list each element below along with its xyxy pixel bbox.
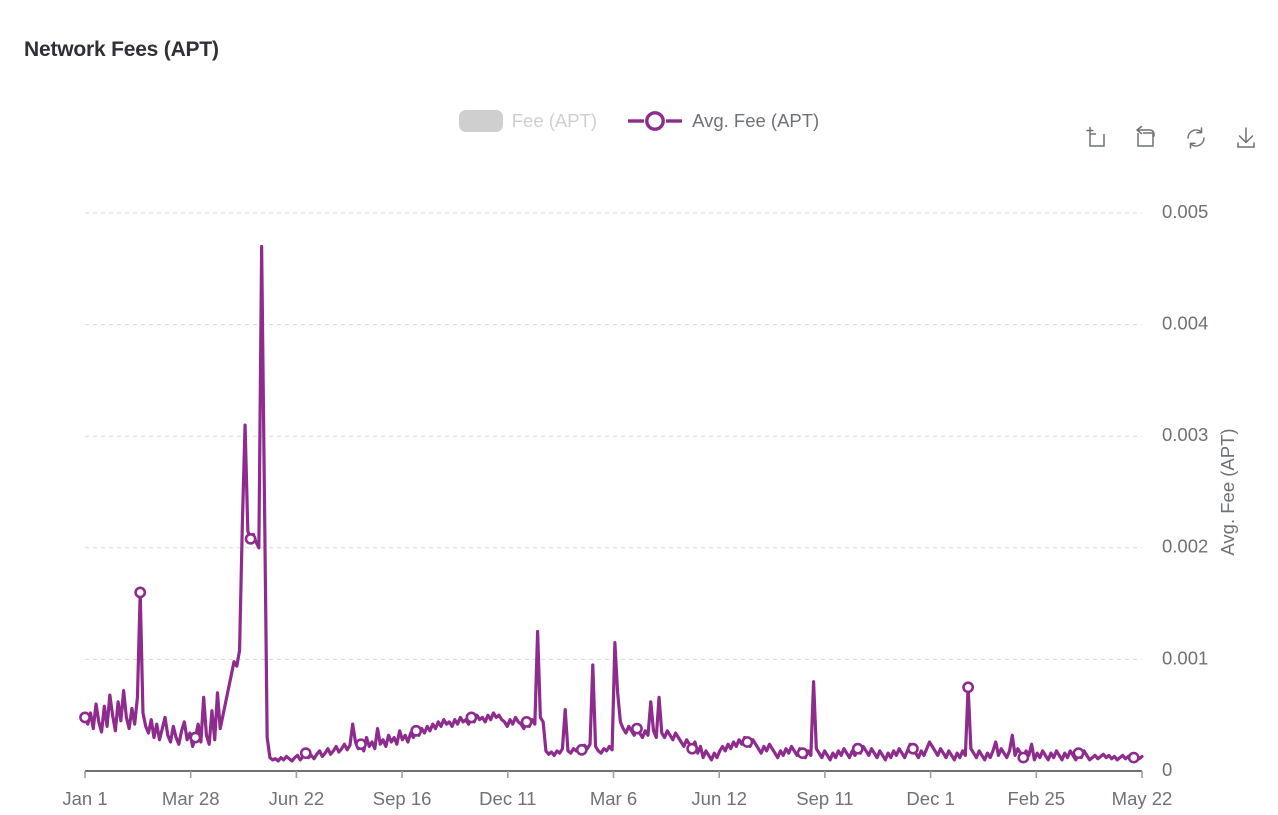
series-marker[interactable] bbox=[796, 747, 809, 760]
y-axis-tick-label: 0.001 bbox=[1162, 647, 1208, 668]
chart-legend: Fee (APT) Avg. Fee (APT) bbox=[0, 110, 1278, 132]
series-marker[interactable] bbox=[907, 742, 919, 755]
series-marker[interactable] bbox=[410, 724, 423, 737]
legend-item-fee[interactable]: Fee (APT) bbox=[458, 110, 598, 132]
series-marker[interactable] bbox=[631, 722, 643, 735]
legend-label-avg-fee: Avg. Fee (APT) bbox=[692, 110, 820, 131]
legend-swatch-avg-fee bbox=[627, 110, 683, 132]
series-marker[interactable] bbox=[575, 743, 588, 756]
series-marker[interactable] bbox=[1017, 751, 1030, 764]
series-marker[interactable] bbox=[851, 742, 864, 755]
series-marker[interactable] bbox=[134, 586, 147, 599]
legend-label-fee: Fee (APT) bbox=[511, 110, 598, 131]
x-axis-tick-label: Sep 11 bbox=[796, 788, 853, 809]
series-marker[interactable] bbox=[1127, 751, 1140, 764]
legend-swatch-fee bbox=[458, 110, 503, 132]
legend-item-avg-fee[interactable]: Avg. Fee (APT) bbox=[627, 110, 819, 132]
y-axis-title: Avg. Fee (APT) bbox=[1217, 428, 1238, 555]
series-marker[interactable] bbox=[962, 681, 975, 694]
x-axis-tick-label: May 22 bbox=[1112, 788, 1173, 809]
x-axis-tick-label: Feb 25 bbox=[1007, 788, 1065, 809]
x-axis-tick-label: Sep 16 bbox=[373, 788, 432, 809]
download-icon[interactable] bbox=[1232, 124, 1260, 152]
series-line-1 bbox=[83, 244, 1144, 763]
x-axis-tick-label: Mar 6 bbox=[590, 788, 637, 809]
zoom-select-icon[interactable] bbox=[1082, 124, 1110, 152]
chart-toolbar bbox=[1082, 124, 1260, 152]
zoom-reset-icon[interactable] bbox=[1132, 124, 1160, 152]
y-axis-tick-label: 0.005 bbox=[1162, 201, 1208, 222]
x-axis-tick-label: Jun 22 bbox=[269, 788, 325, 809]
series-marker[interactable] bbox=[299, 747, 312, 760]
y-axis-tick-label: 0.003 bbox=[1162, 424, 1208, 445]
refresh-icon[interactable] bbox=[1182, 124, 1210, 152]
series-marker[interactable] bbox=[465, 711, 478, 724]
y-axis-tick-label: 0 bbox=[1162, 759, 1172, 780]
series-marker[interactable] bbox=[1072, 747, 1085, 760]
series-marker[interactable] bbox=[686, 742, 699, 755]
series-marker[interactable] bbox=[79, 711, 91, 724]
series-marker[interactable] bbox=[355, 738, 367, 751]
x-axis-tick-label: Dec 1 bbox=[906, 788, 954, 809]
series-marker[interactable] bbox=[189, 731, 202, 744]
x-axis-tick-label: Dec 11 bbox=[479, 788, 536, 809]
x-axis-tick-label: Mar 28 bbox=[162, 788, 220, 809]
series-marker[interactable] bbox=[244, 532, 257, 545]
page-title: Network Fees (APT) bbox=[24, 38, 219, 61]
y-axis-tick-label: 0.004 bbox=[1162, 312, 1208, 333]
series-marker[interactable] bbox=[741, 736, 754, 748]
x-axis-tick-label: Jan 1 bbox=[62, 788, 107, 809]
y-axis-tick-label: 0.002 bbox=[1162, 536, 1208, 557]
series-marker[interactable] bbox=[520, 716, 533, 728]
x-axis-tick-label: Jun 12 bbox=[691, 788, 747, 809]
